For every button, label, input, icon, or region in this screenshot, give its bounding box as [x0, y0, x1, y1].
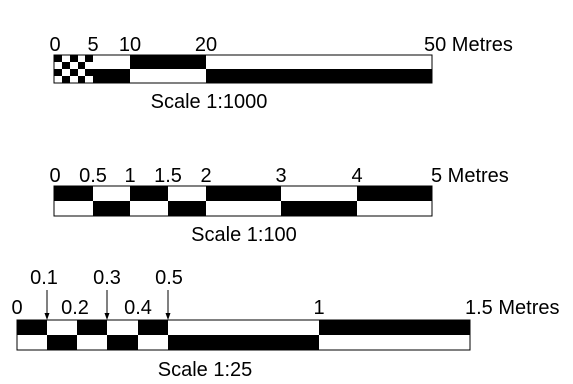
tick-pointer-0-1	[44, 290, 50, 320]
tick-label-0-4: 0.4	[124, 297, 152, 319]
bar-segment	[281, 201, 357, 216]
bar-segment	[206, 69, 432, 83]
bar-segment	[54, 55, 62, 62]
bar-outline	[53, 54, 433, 84]
tick-label-0-5: 0.5	[79, 165, 107, 187]
tick-label-4: 4	[351, 165, 362, 187]
tick-label-3: 3	[275, 165, 286, 187]
bar-segment	[107, 335, 138, 350]
bar-segment	[206, 186, 281, 201]
tick-label-0: 0	[49, 34, 60, 56]
bar-segment	[17, 320, 47, 335]
bar-segment	[85, 55, 93, 62]
bar-segment	[78, 76, 85, 83]
tick-pointers	[44, 290, 171, 320]
bar-segment	[138, 320, 168, 335]
scale-caption: Scale 1:100	[191, 224, 297, 246]
bar-outline	[16, 319, 471, 351]
scale-caption: Scale 1:25	[158, 359, 253, 381]
tick-label-0-5: 0.5	[155, 267, 183, 289]
bar-segment	[77, 320, 107, 335]
tick-labels: 0 5 10 20 50 Metres	[49, 34, 513, 56]
tick-label-0: 0	[49, 165, 60, 187]
tick-label-0: 0	[11, 297, 22, 319]
bar-segment	[70, 55, 78, 62]
tick-label-1: 1	[124, 165, 135, 187]
bar-segment	[130, 186, 168, 201]
bar-segment	[70, 69, 78, 76]
bar-segment	[47, 335, 77, 350]
scale-bar-1-25: 0.1 0.3 0.5 0 0.2 0.4 1 1.5 Metres	[11, 267, 559, 381]
bar-segment	[93, 62, 130, 69]
tick-label-1-5-metres: 1.5 Metres	[465, 297, 559, 319]
bar-segment	[78, 62, 85, 69]
bar	[53, 185, 433, 217]
tick-pointer-0-5	[165, 290, 171, 320]
tick-label-1: 1	[313, 297, 324, 319]
tick-label-0-2: 0.2	[61, 297, 89, 319]
scale-bar-1-100: 0 0.5 1 1.5 2 3 4 5 Metres Scale 1:100	[49, 165, 508, 246]
tick-labels: 0.1 0.3 0.5 0 0.2 0.4 1 1.5 Metres	[11, 267, 559, 319]
bar-segment	[130, 55, 206, 69]
tick-label-50-metres: 50 Metres	[424, 34, 513, 56]
tick-label-0-3: 0.3	[93, 267, 121, 289]
bar-outline	[53, 185, 433, 217]
bar-segment	[319, 320, 470, 335]
tick-labels: 0 0.5 1 1.5 2 3 4 5 Metres	[49, 165, 508, 187]
bar	[53, 54, 433, 84]
bar-segment	[54, 186, 93, 201]
tick-label-0-1: 0.1	[30, 267, 58, 289]
scale-caption: Scale 1:1000	[151, 91, 268, 113]
tick-label-5-metres: 5 Metres	[431, 165, 509, 187]
tick-label-2: 2	[200, 165, 211, 187]
bar-segment	[93, 201, 130, 216]
tick-label-5: 5	[87, 34, 98, 56]
bar-segment	[54, 69, 62, 76]
tick-pointer-0-3	[104, 290, 110, 320]
bar-segment	[93, 69, 130, 83]
scale-bar-1-1000: 0 5 10 20 50 Metres Scale 1:1000	[49, 34, 513, 113]
bar-segment	[62, 62, 70, 69]
tick-label-1-5: 1.5	[154, 165, 182, 187]
bar-segment	[168, 201, 206, 216]
bar-segment	[357, 186, 432, 201]
bar-segment	[62, 76, 70, 83]
bar-segment	[168, 335, 319, 350]
bar-segment	[85, 69, 93, 76]
tick-label-20: 20	[195, 34, 217, 56]
tick-label-10: 10	[119, 34, 141, 56]
bar	[16, 319, 471, 351]
